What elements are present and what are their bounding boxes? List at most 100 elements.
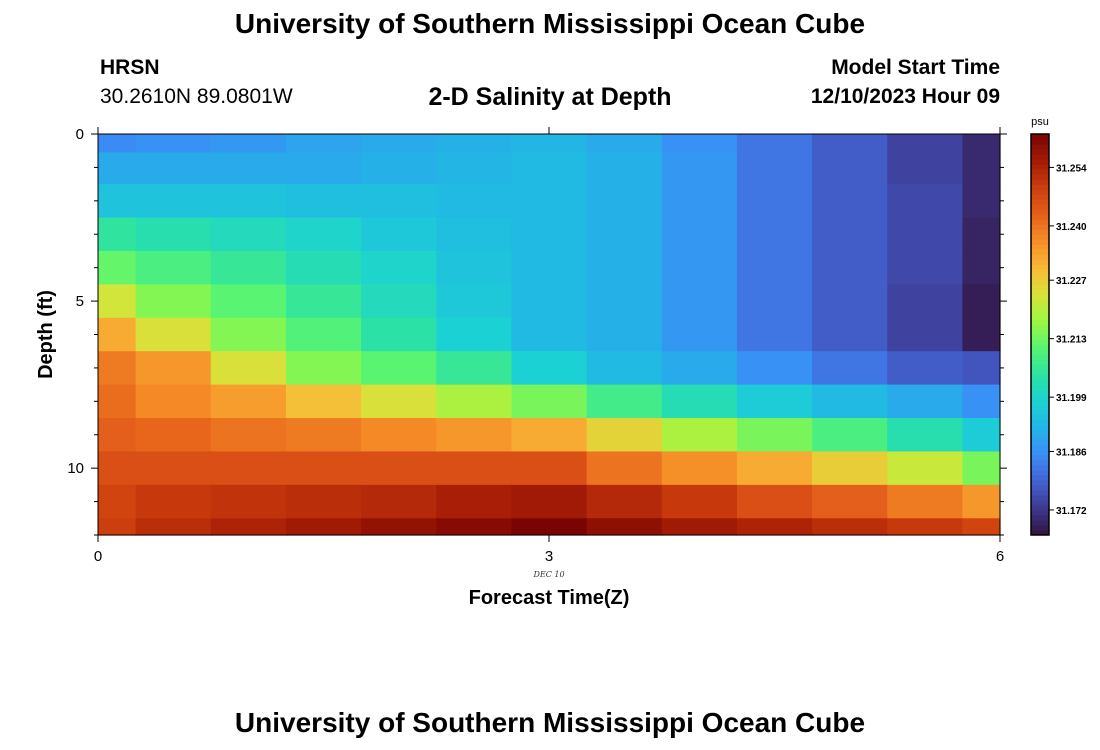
heatmap-cell [962, 351, 1001, 386]
heatmap-cell [361, 351, 437, 386]
model-start-label: Model Start Time [831, 56, 1000, 79]
heatmap-cell [361, 217, 437, 252]
heatmap-cell [285, 184, 362, 219]
heatmap-cell [135, 152, 212, 185]
colorbar-segment [1031, 499, 1049, 506]
heatmap-cell [812, 217, 888, 252]
colorbar-segment [1031, 334, 1049, 341]
colorbar-segment [1031, 149, 1049, 155]
heatmap-cell [812, 284, 888, 319]
heatmap-cell [586, 217, 663, 252]
heatmap-cell [661, 217, 738, 252]
heatmap-cell [736, 317, 813, 352]
heatmap-cell [285, 418, 362, 453]
heatmap-cell [812, 351, 888, 386]
heatmap-cell [962, 184, 1001, 219]
heatmap-cell [436, 217, 513, 252]
heatmap-cell [586, 250, 663, 285]
heatmap-cell [98, 518, 137, 536]
colorbar-segment [1031, 194, 1049, 200]
colorbar-segment [1031, 434, 1049, 441]
heatmap-cell [887, 351, 964, 386]
heatmap-cell [962, 518, 1001, 536]
colorbar-segment [1031, 329, 1049, 335]
heatmap-cell [736, 418, 813, 453]
colorbar-segment [1031, 284, 1049, 290]
heatmap-cell [361, 184, 437, 219]
heatmap-cell [98, 152, 137, 185]
heatmap-cell [285, 484, 362, 519]
heatmap-cell [135, 418, 212, 453]
heatmap-cell [887, 134, 964, 153]
heatmap-cell [812, 451, 888, 486]
heatmap-cell [210, 384, 287, 419]
heatmap-cell [661, 250, 738, 285]
heatmap-cell [736, 384, 813, 419]
heatmap-cell [736, 152, 813, 185]
heatmap-cell [436, 184, 513, 219]
heatmap-cell [135, 184, 212, 219]
heatmap-cell [887, 451, 964, 486]
heatmap-cell [962, 418, 1001, 453]
x-date-label: DEC 10 [532, 570, 564, 579]
heatmap-cell [887, 152, 964, 185]
colorbar-segment [1031, 529, 1049, 536]
heatmap-cell [210, 134, 287, 153]
heatmap-cell [887, 284, 964, 319]
heatmap-cell [210, 217, 287, 252]
colorbar-segment [1031, 309, 1049, 315]
colorbar-segment [1031, 144, 1049, 150]
colorbar-segment [1031, 209, 1049, 215]
heatmap-cell [511, 284, 588, 319]
heatmap-cell [586, 134, 663, 153]
heatmap-cell [962, 451, 1001, 486]
colorbar-segment [1031, 354, 1049, 361]
heatmap-cell [586, 152, 663, 185]
model-start-time: 12/10/2023 Hour 09 [810, 85, 1000, 108]
y-tick-label: 0 [76, 126, 84, 143]
heatmap-cell [436, 518, 513, 536]
colorbar-segment [1031, 269, 1049, 275]
heatmap-cell [285, 351, 362, 386]
heatmap-cell [135, 134, 212, 153]
heatmap-cell [511, 384, 588, 419]
heatmap-cell [586, 351, 663, 386]
heatmap-cell [661, 152, 738, 185]
heatmap-cell [361, 451, 437, 486]
heatmap-cell [98, 418, 137, 453]
colorbar-segment [1031, 489, 1049, 496]
heatmap-cell [661, 518, 738, 536]
heatmap-cell [135, 518, 212, 536]
heatmap-cell [962, 484, 1001, 519]
heatmap-cell [736, 134, 813, 153]
heatmap-cell [887, 217, 964, 252]
x-tick-label: 6 [996, 548, 1004, 565]
heatmap-cell [887, 184, 964, 219]
heatmap-cell [98, 284, 137, 319]
heatmap-cell [210, 317, 287, 352]
colorbar-segment [1031, 479, 1049, 486]
heatmap-cell [887, 384, 964, 419]
heatmap-cell [511, 250, 588, 285]
heatmap-cell [812, 418, 888, 453]
heatmap-cell [511, 184, 588, 219]
chart-title: 2-D Salinity at Depth [428, 83, 672, 111]
station-name: HRSN [100, 56, 160, 79]
heatmap-cell [98, 184, 137, 219]
heatmap-cell [812, 518, 888, 536]
heatmap-cell [586, 418, 663, 453]
heatmap-cell [962, 384, 1001, 419]
heatmap-cell [285, 384, 362, 419]
heatmap-cell [511, 134, 588, 153]
colorbar-segment [1031, 199, 1049, 205]
heatmap-cell [361, 284, 437, 319]
heatmap-cell [285, 518, 362, 536]
colorbar-tick-label: 31.199 [1056, 393, 1087, 404]
heatmap-cell [436, 384, 513, 419]
colorbar-segment [1031, 189, 1049, 195]
colorbar-segment [1031, 424, 1049, 431]
x-axis-label: Forecast Time(Z) [469, 587, 630, 609]
colorbar-segment [1031, 294, 1049, 300]
heatmap-cell [98, 484, 137, 519]
heatmap-cell [511, 152, 588, 185]
